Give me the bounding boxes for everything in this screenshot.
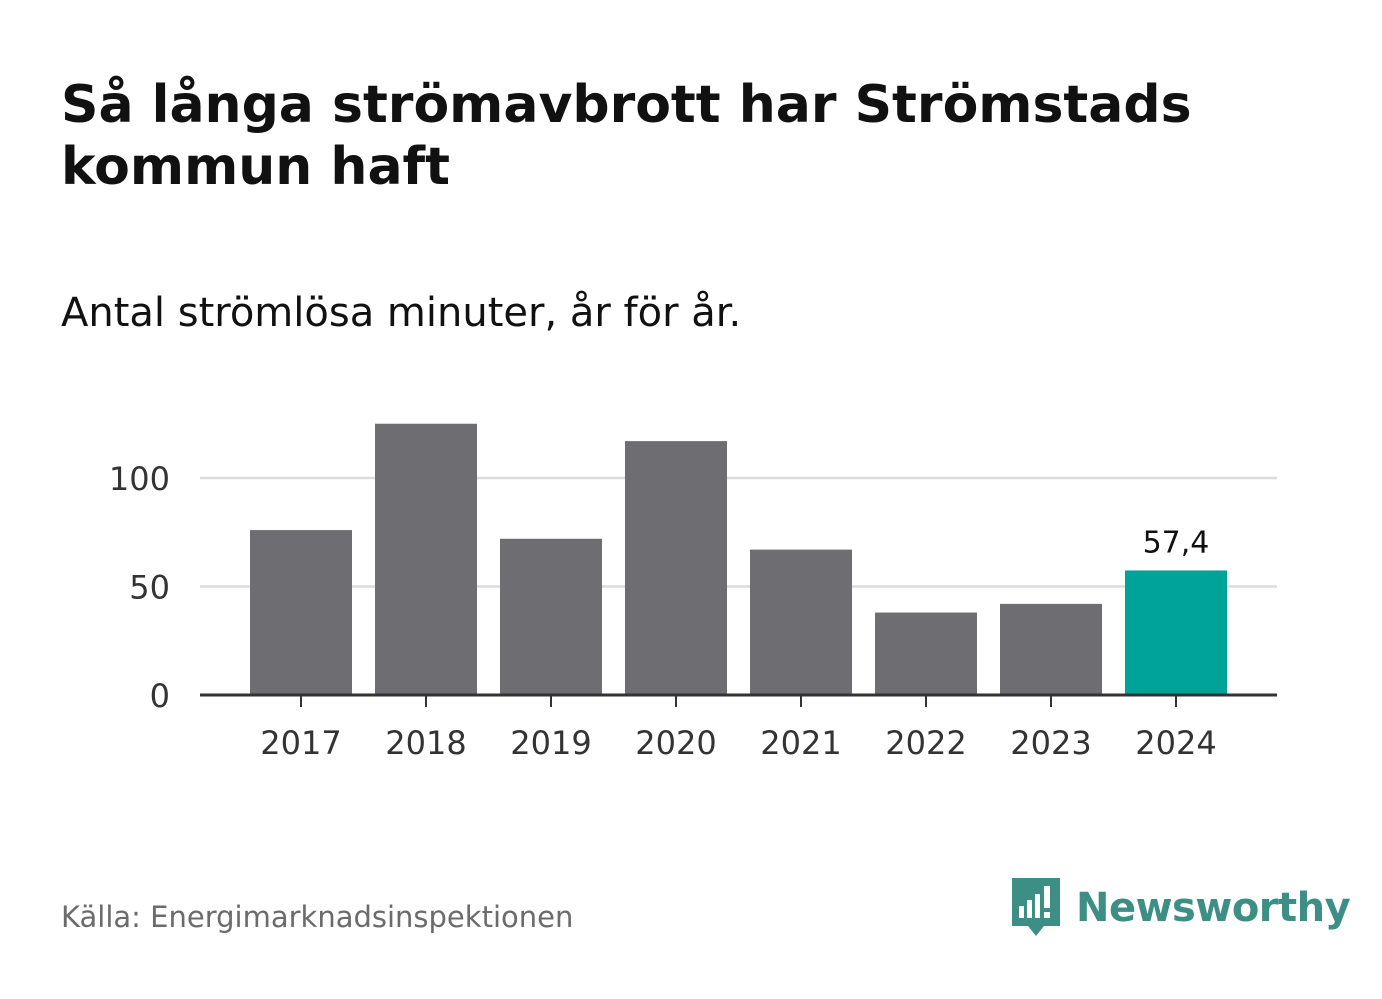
x-tick-label: 2018	[385, 724, 466, 762]
bar-2021	[750, 549, 852, 695]
x-tick-label: 2020	[635, 724, 716, 762]
x-tick-label: 2019	[510, 724, 591, 762]
x-tick-label: 2022	[885, 724, 966, 762]
brand-name: Newsworthy	[1076, 885, 1351, 931]
bar-2017	[250, 530, 352, 695]
x-tick-label: 2023	[1010, 724, 1091, 762]
bar-2018	[375, 423, 477, 695]
bar-2020	[625, 441, 727, 695]
bar-2022	[875, 612, 977, 695]
chart-title: Så långa strömavbrott har Strömstads kom…	[61, 75, 1192, 197]
brand-logo: Newsworthy	[1010, 876, 1351, 940]
x-tick-label: 2021	[760, 724, 841, 762]
x-tick-label: 2017	[260, 724, 341, 762]
y-tick-label: 50	[129, 569, 170, 607]
x-tick-label: 2024	[1135, 724, 1216, 762]
y-tick-label: 0	[150, 677, 170, 715]
bar-2023	[1000, 603, 1102, 695]
bar-2019	[500, 538, 602, 695]
y-tick-label: 100	[109, 460, 170, 498]
source-note: Källa: Energimarknadsinspektionen	[61, 900, 574, 934]
data-label: 57,4	[1143, 525, 1210, 560]
bar-2024	[1125, 570, 1227, 695]
chart-subtitle: Antal strömlösa minuter, år för år.	[61, 290, 742, 336]
newsworthy-icon	[1012, 878, 1060, 936]
